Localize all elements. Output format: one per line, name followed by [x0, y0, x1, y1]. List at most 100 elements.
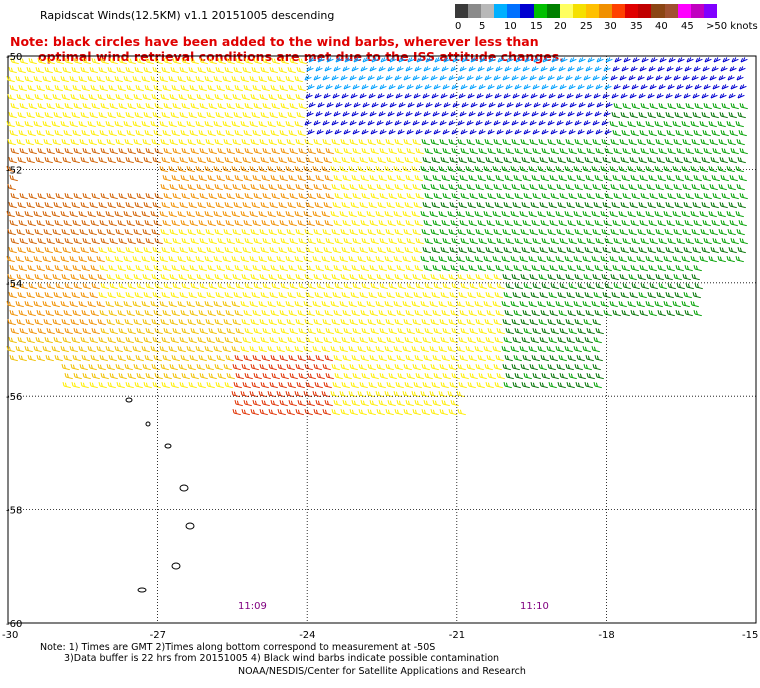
wind-barb [549, 264, 558, 272]
wind-barb [215, 381, 224, 389]
wind-barb [44, 66, 53, 74]
wind-barb [492, 300, 501, 308]
wind-barb [650, 57, 658, 63]
wind-barb [448, 120, 456, 126]
wind-barb [468, 66, 476, 72]
wind-barb [487, 192, 496, 200]
wind-barb [638, 111, 647, 119]
wind-barb [222, 300, 231, 308]
wind-barb [637, 228, 646, 236]
wind-barb [124, 138, 133, 146]
wind-barb [152, 291, 161, 299]
wind-barb [406, 372, 415, 380]
wind-barb [152, 336, 161, 344]
wind-barb [144, 84, 153, 92]
wind-barb [395, 93, 403, 99]
wind-barb [334, 84, 342, 90]
wind-barb [539, 93, 547, 99]
wind-barb [467, 381, 476, 389]
wind-barb [271, 147, 280, 155]
wind-barb [712, 237, 721, 245]
wind-barb [461, 57, 469, 63]
wind-barb [405, 264, 414, 272]
wind-barb [89, 66, 98, 74]
wind-barb [531, 174, 540, 182]
wind-barb [531, 309, 540, 317]
wind-barb [70, 228, 79, 236]
wind-barb [331, 120, 339, 126]
wind-barb [636, 210, 645, 218]
wind-barb [478, 282, 487, 290]
wind-barb [524, 102, 532, 108]
wind-barb [115, 363, 124, 371]
wind-barb [118, 237, 127, 245]
wind-barb [34, 228, 43, 236]
wind-barb [520, 120, 528, 126]
wind-barb [108, 219, 117, 227]
wind-barb [297, 309, 306, 317]
wind-barb [333, 111, 341, 117]
wind-barb [37, 192, 46, 200]
wind-barb [271, 237, 280, 245]
wind-barb [638, 156, 647, 164]
wind-barb [99, 84, 108, 92]
wind-barb [127, 147, 136, 155]
wind-barb [361, 129, 369, 135]
wind-barb [566, 381, 575, 389]
wind-barb [196, 138, 205, 146]
wind-barb [568, 192, 577, 200]
wind-barb [61, 318, 70, 326]
wind-barb [367, 228, 376, 236]
wind-barb [81, 84, 90, 92]
wind-barb [531, 111, 539, 117]
wind-barb [170, 156, 179, 164]
wind-barb [513, 174, 522, 182]
wind-barb [80, 381, 89, 389]
wind-barb [186, 300, 195, 308]
wind-barb [729, 129, 738, 137]
wind-barb [89, 111, 98, 119]
wind-barb [341, 336, 350, 344]
wind-barb [234, 219, 243, 227]
wind-barb [114, 255, 123, 263]
wind-barb [240, 165, 249, 173]
scale-swatch [546, 4, 560, 18]
wind-barb [493, 363, 502, 371]
wind-barb [585, 66, 593, 72]
island-outline [179, 484, 189, 492]
wind-barb [430, 273, 439, 281]
wind-barb [350, 201, 359, 209]
wind-barb [360, 66, 368, 72]
wind-barb [531, 354, 540, 362]
wind-barb [477, 174, 486, 182]
wind-barb [573, 345, 582, 353]
wind-barb [568, 372, 577, 380]
wind-barb [331, 408, 340, 416]
wind-barb [72, 84, 81, 92]
wind-barb [226, 327, 235, 335]
wind-barb [737, 156, 746, 164]
wind-barb [217, 282, 226, 290]
wind-barb [81, 264, 90, 272]
wind-barb [548, 291, 557, 299]
wind-barb [503, 156, 512, 164]
wind-barb [97, 93, 106, 101]
wind-barb [351, 66, 359, 72]
wind-barb [404, 246, 413, 254]
wind-barb [397, 84, 405, 90]
wind-barb [90, 219, 99, 227]
wind-barb [703, 192, 712, 200]
wind-barb [307, 84, 315, 90]
wind-barb [574, 318, 583, 326]
wind-barb [494, 246, 503, 254]
wind-barb [26, 156, 35, 164]
wind-barb [468, 354, 477, 362]
wind-barb [648, 129, 657, 137]
wind-barb [159, 165, 168, 173]
wind-barb [116, 156, 125, 164]
wind-barb [448, 228, 457, 236]
wind-barb [143, 111, 152, 119]
wind-barb [69, 345, 78, 353]
wind-barb [564, 165, 573, 173]
wind-barb [506, 102, 514, 108]
